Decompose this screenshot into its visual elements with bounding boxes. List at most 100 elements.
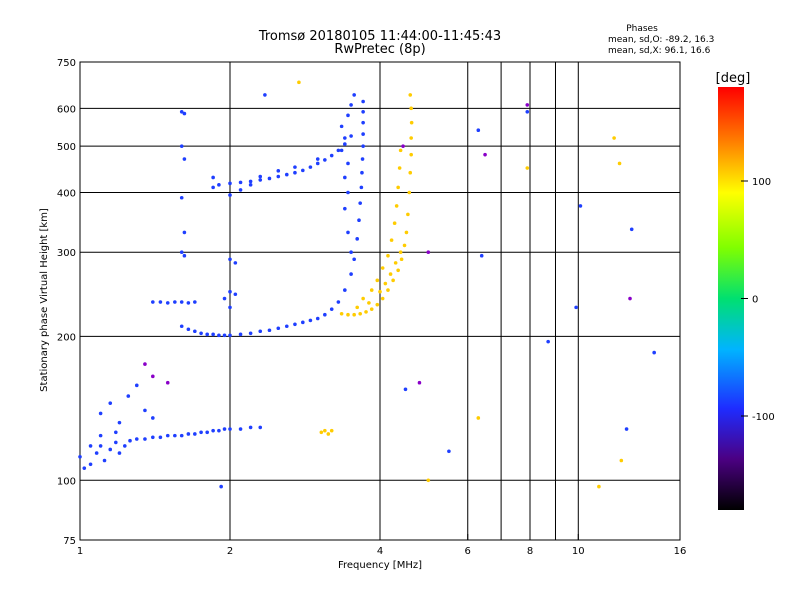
data-point [199,331,203,336]
x-tick-label: 8 [527,546,533,557]
data-point [193,329,197,334]
data-point [343,288,347,292]
phases-title: Phases [626,24,658,34]
data-point [173,300,177,304]
data-point [182,111,187,116]
data-point [329,428,334,433]
data-point [476,128,481,132]
data-point [346,230,350,235]
colorbar-tick-label: 100 [752,177,771,188]
x-tick-label: 16 [674,546,687,557]
data-point [222,427,227,431]
data-point [628,296,632,301]
data-point [346,113,350,118]
data-point [193,300,197,304]
data-point [211,428,215,433]
data-point [346,161,350,166]
data-point [238,427,243,431]
data-point [525,110,530,114]
data-point [219,484,223,489]
data-point [361,132,365,136]
data-point [483,152,487,157]
x-tick-label: 10 [572,546,585,557]
data-point [211,175,215,180]
y-tick-label: 500 [57,142,76,153]
data-point [398,250,403,255]
data-point [173,433,177,438]
data-point [409,152,413,157]
x-tick-label: 4 [377,546,383,557]
data-point [360,157,365,161]
data-point [228,333,232,338]
data-point [143,408,147,413]
data-point [323,428,327,433]
data-point [315,157,320,161]
data-point [339,124,344,129]
data-point [276,169,281,173]
data-point [361,120,365,125]
data-point [308,318,313,323]
data-point [165,301,170,305]
data-point [352,312,356,317]
data-point [228,181,232,186]
data-point [355,305,359,310]
data-point [619,458,624,463]
data-point [308,165,313,169]
data-point [151,374,155,379]
phases-line-x: mean, sd,X: 96.1, 16.6 [608,46,711,56]
data-point [336,148,341,153]
data-point [88,444,93,448]
data-point [193,432,197,436]
data-point [134,383,139,388]
x-axis-ticks: 1 2 4 6 8 10 16 [77,534,687,557]
data-point [380,296,385,301]
data-point [179,250,184,255]
data-point [228,305,232,310]
data-point [276,326,281,331]
data-point [323,312,327,317]
data-point [297,80,301,85]
data-point [359,185,364,190]
data-point [182,230,187,235]
data-point [88,462,93,467]
y-tick-label: 600 [57,104,76,115]
data-point [248,331,253,336]
data-point [165,433,170,438]
data-point [179,433,184,438]
data-point [617,161,622,166]
data-point [117,451,122,455]
data-point [346,312,350,317]
data-point [408,93,413,97]
x-tick-label: 6 [465,546,471,557]
data-point [392,221,397,226]
data-point [114,430,118,435]
data-point [629,227,634,232]
data-point [364,310,368,314]
data-point [258,425,263,430]
data-point [238,188,243,192]
data-point [578,204,583,208]
data-point [479,253,484,258]
data-point [199,430,203,435]
data-point [122,444,127,448]
data-point [447,449,451,454]
y-axis-label: Stationary phase Virtual Height [km] [39,208,50,392]
data-point [108,401,113,405]
data-point [367,301,371,305]
data-point [525,166,530,170]
data-point [102,458,107,463]
data-point [263,93,267,97]
data-point [403,387,408,392]
data-point [114,440,118,445]
data-point [386,288,390,292]
data-point [182,253,187,258]
data-point [267,176,272,181]
data-point [407,190,412,195]
data-point [284,324,289,329]
data-point [546,339,550,344]
data-point [117,420,122,425]
data-point [258,329,263,334]
data-point [158,300,163,304]
data-point [525,103,530,107]
